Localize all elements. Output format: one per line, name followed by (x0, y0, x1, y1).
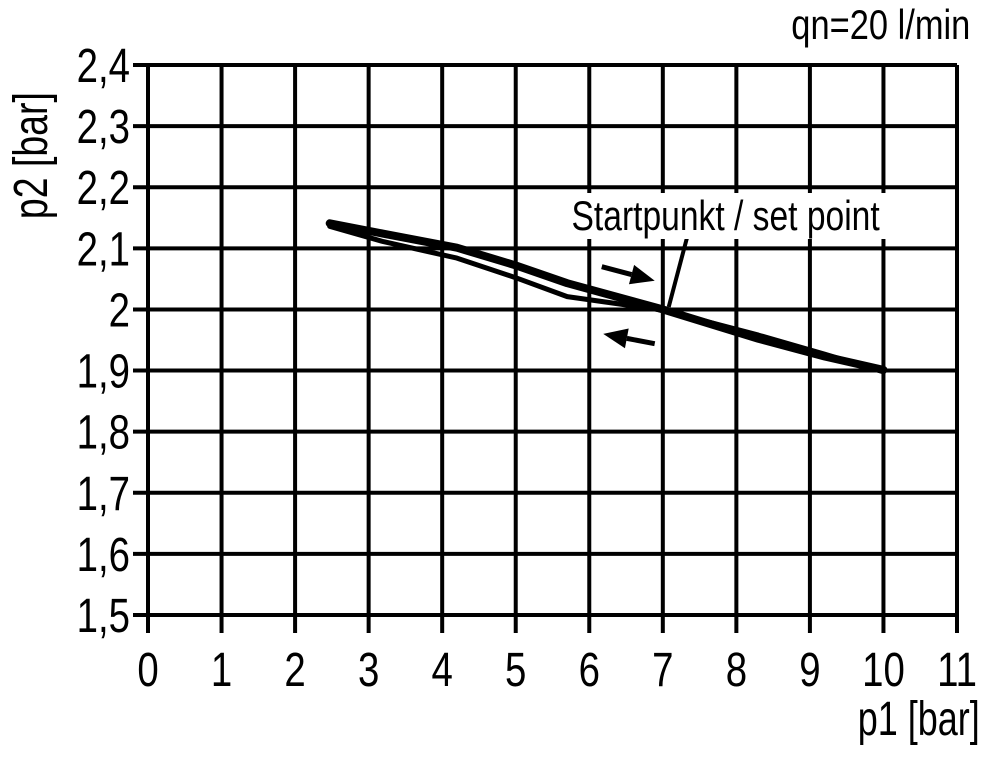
flow-rate-title: qn=20 l/min (790, 1, 970, 48)
y-axis-label-wrap: p2 [bar] (5, 50, 58, 262)
x-tick-label: 4 (432, 644, 453, 697)
y-tick-label: 1,5 (77, 590, 130, 643)
y-tick-label: 2,3 (77, 101, 130, 154)
y-tick-label: 1,7 (77, 468, 130, 521)
set-point-annotation-text: Startpunkt / set point (571, 192, 881, 239)
direction-arrow-left-shaft (626, 335, 656, 347)
x-tick-label: 8 (726, 644, 747, 697)
x-tick-label: 11 (937, 644, 977, 697)
y-tick-label: 2,1 (77, 223, 130, 276)
y-tick-label: 2,4 (77, 40, 130, 93)
x-axis-label: p1 [bar] (857, 693, 980, 746)
x-tick-label: 10 (862, 644, 905, 697)
set-point-leader-line (666, 236, 690, 308)
x-tick-label: 7 (652, 644, 673, 697)
x-tick-label: 0 (137, 644, 158, 697)
x-tick-label: 3 (358, 644, 379, 697)
y-tick-label: 1,6 (77, 529, 130, 582)
direction-arrow-right-head (628, 264, 655, 285)
y-tick-label: 1,9 (77, 346, 130, 399)
x-tick-label: 5 (505, 644, 526, 697)
curve-hysteresis-branch-outbound (325, 219, 888, 374)
x-tick-label: 6 (579, 644, 600, 697)
y-tick-label: 2,2 (77, 162, 130, 215)
set-point-annotation: Startpunkt / set point (549, 192, 903, 239)
direction-arrow-left-head (603, 328, 629, 349)
y-tick-label: 1,8 (77, 407, 130, 460)
curve-hysteresis-branch-return (327, 223, 886, 375)
x-tick-label: 1 (211, 644, 232, 697)
y-axis-label: p2 [bar] (5, 92, 58, 220)
y-tick-label: 2 (109, 284, 130, 337)
direction-arrow-right-shaft (601, 264, 633, 277)
x-tick-label: 9 (799, 644, 820, 697)
x-tick-label: 2 (284, 644, 305, 697)
